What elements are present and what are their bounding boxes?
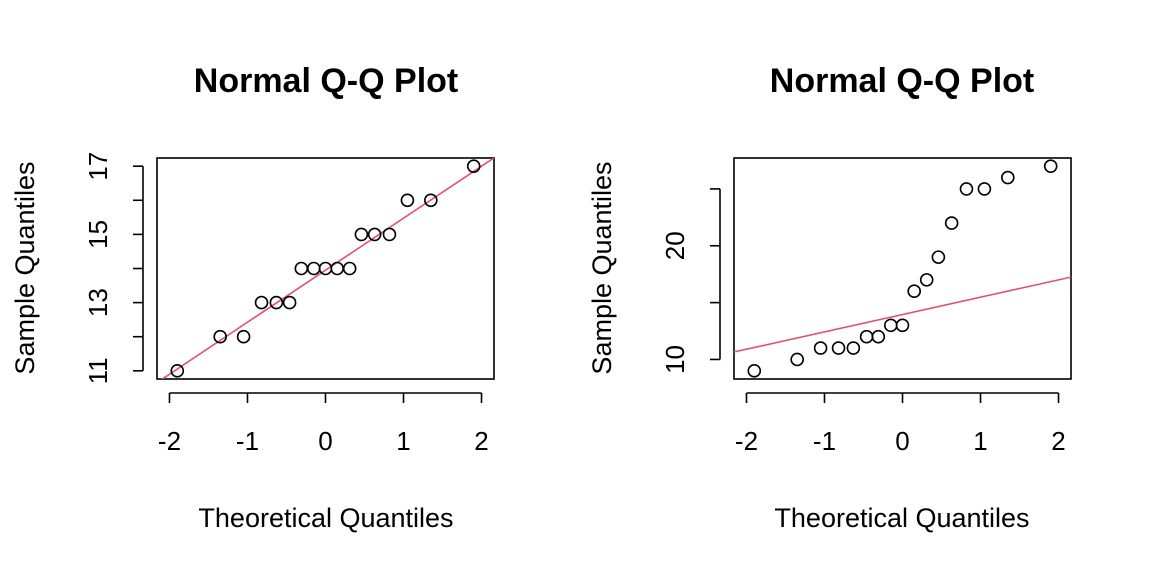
y-axis-label: Sample Quantiles: [587, 161, 617, 374]
data-point: [895, 318, 910, 333]
data-point: [831, 341, 846, 355]
data-point: [400, 193, 415, 208]
data-point: [919, 273, 934, 287]
plot-frame: [156, 157, 495, 380]
data-point: [931, 250, 946, 264]
y-tick-label: 20: [660, 231, 690, 260]
x-axis-label: Theoretical Quantiles: [198, 503, 453, 533]
data-point: [269, 295, 284, 310]
x-tick-label: -2: [735, 426, 758, 456]
data-point: [254, 295, 269, 310]
qq-panel-2: Normal Q-Q Plot Theoretical Quantiles Samp…: [587, 62, 1072, 533]
x-tick-label: 0: [318, 426, 332, 456]
data-point: [1001, 170, 1015, 185]
plot-title: Normal Q-Q Plot: [770, 62, 1034, 100]
x-tick-label: 2: [474, 426, 488, 456]
x-axis-label: Theoretical Quantiles: [774, 503, 1029, 533]
data-point: [354, 227, 369, 242]
y-tick-label: 10: [660, 345, 690, 374]
data-point: [846, 341, 861, 355]
data-point: [1043, 159, 1058, 173]
x-tick-label: -1: [236, 426, 259, 456]
x-tick-label: 2: [1051, 426, 1065, 456]
data-point: [170, 364, 185, 378]
qq-reference-line: [160, 158, 494, 379]
x-tick-label: -1: [813, 426, 836, 456]
data-point: [790, 352, 804, 367]
x-tick-label: -2: [158, 426, 181, 456]
plot-frame: [733, 157, 1072, 380]
y-axis-label: Sample Quantiles: [10, 161, 40, 374]
data-point: [342, 261, 357, 276]
data-point: [977, 182, 992, 196]
data-point: [466, 159, 481, 173]
plot-title: Normal Q-Q Plot: [194, 62, 458, 100]
data-point: [367, 227, 382, 242]
data-point: [907, 284, 922, 299]
data-point: [213, 329, 227, 344]
data-point: [236, 329, 251, 344]
y-tick-label: 11: [83, 357, 113, 384]
data-point: [871, 329, 886, 344]
y-tick-label: 17: [83, 152, 113, 181]
x-tick-label: 1: [396, 426, 410, 456]
data-point: [944, 216, 959, 230]
data-point: [382, 227, 397, 242]
data-point: [424, 193, 438, 208]
qq-panel-1: Normal Q-Q Plot Theoretical Quantiles Samp…: [10, 62, 495, 533]
qq-reference-line: [734, 276, 1071, 353]
data-point: [747, 364, 762, 378]
y-tick-label: 15: [83, 220, 113, 249]
x-tick-label: 1: [973, 426, 987, 456]
data-point: [959, 182, 974, 196]
y-tick-label: 13: [83, 288, 113, 317]
data-point: [282, 295, 297, 310]
x-tick-label: 0: [895, 426, 909, 456]
data-point: [813, 341, 828, 355]
